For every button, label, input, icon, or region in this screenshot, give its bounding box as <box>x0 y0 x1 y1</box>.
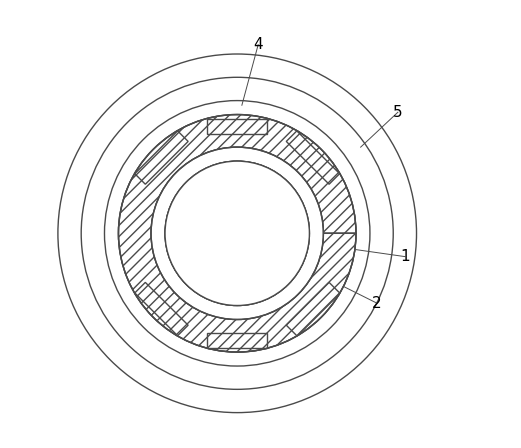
Polygon shape <box>286 131 340 184</box>
Circle shape <box>53 49 421 417</box>
Text: 2: 2 <box>372 296 382 310</box>
Polygon shape <box>286 282 340 336</box>
Circle shape <box>165 161 309 306</box>
Polygon shape <box>207 333 267 348</box>
Polygon shape <box>286 131 340 184</box>
Polygon shape <box>207 333 267 348</box>
Polygon shape <box>118 115 356 352</box>
Circle shape <box>165 161 309 306</box>
Circle shape <box>151 147 324 319</box>
Polygon shape <box>207 119 267 134</box>
Circle shape <box>118 115 356 352</box>
Circle shape <box>105 101 370 366</box>
Polygon shape <box>135 282 188 336</box>
Text: 1: 1 <box>400 249 410 264</box>
Polygon shape <box>135 131 188 184</box>
Text: 5: 5 <box>393 105 403 120</box>
Polygon shape <box>286 282 340 336</box>
Circle shape <box>58 54 416 413</box>
Polygon shape <box>207 119 267 134</box>
Polygon shape <box>135 282 188 336</box>
Polygon shape <box>135 131 188 184</box>
Text: 4: 4 <box>253 37 263 52</box>
